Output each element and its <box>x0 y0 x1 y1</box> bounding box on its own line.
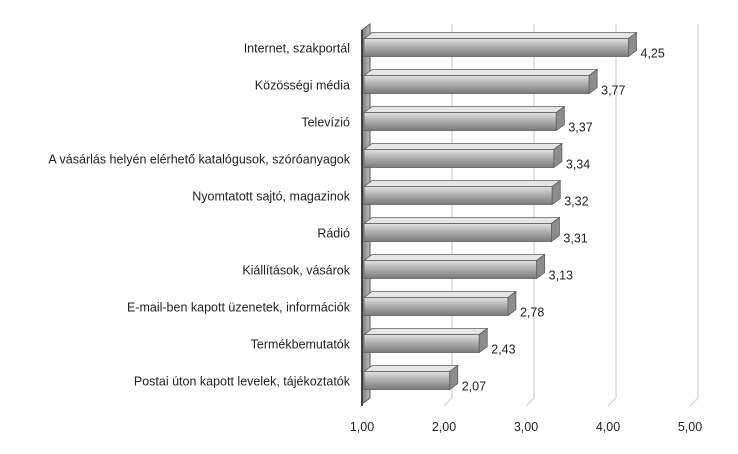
labels: Internet, szakportál 4,25 Közösségi média 3… <box>48 42 702 435</box>
data-label: 2,07 <box>462 380 486 394</box>
gridline <box>689 24 699 407</box>
bar-top-face <box>362 180 562 187</box>
bar-front-face <box>363 75 590 94</box>
bars <box>362 31 638 391</box>
bar <box>362 290 518 317</box>
bar-top-face <box>362 217 561 224</box>
bar-top-face <box>362 32 638 39</box>
category-label: A vásárlás helyén elérhető katalógusok, … <box>48 153 350 167</box>
bar <box>362 327 489 354</box>
data-label: 3,31 <box>563 232 587 246</box>
x-tick-label: 4,00 <box>596 420 620 434</box>
x-tick-label: 3,00 <box>514 420 538 434</box>
bar-front-face <box>363 223 552 242</box>
bar-front-face <box>363 297 509 316</box>
bar-front-face <box>363 260 538 279</box>
bar-top-face <box>362 365 459 372</box>
bar <box>362 68 599 95</box>
bar <box>362 105 566 132</box>
bar-top-face <box>362 254 546 261</box>
bar-top-face <box>362 291 518 298</box>
bar-end-face <box>553 142 563 169</box>
category-label: Kiállítások, vásárok <box>242 264 350 278</box>
bar-top-face <box>362 328 489 335</box>
bar <box>362 142 564 169</box>
category-label: Termékbemutatók <box>251 338 351 352</box>
data-label: 3,34 <box>566 158 590 172</box>
bar-front-face <box>363 112 557 131</box>
x-tick-label: 1,00 <box>350 420 374 434</box>
bar-end-face <box>555 105 565 132</box>
data-label: 2,78 <box>520 306 544 320</box>
category-label: Nyomtatott sajtó, magazinok <box>192 190 350 204</box>
bar-end-face <box>588 68 598 95</box>
bar <box>362 31 638 58</box>
bar-end-face <box>551 216 560 243</box>
category-label: Közösségi média <box>255 79 350 93</box>
bar-top-face <box>362 106 566 113</box>
bar-end-face <box>507 290 517 317</box>
data-label: 3,32 <box>564 195 588 209</box>
bar-top-face <box>362 69 599 76</box>
bar-end-face <box>536 253 546 280</box>
bar-end-face <box>478 327 488 354</box>
bar <box>362 179 562 206</box>
bar <box>362 216 561 243</box>
bar-end-face <box>449 364 459 391</box>
bar-front-face <box>363 38 629 57</box>
category-label: Televízió <box>301 116 350 130</box>
data-label: 3,13 <box>549 269 573 283</box>
bar <box>362 364 459 391</box>
bar-top-face <box>362 143 564 150</box>
category-label: Rádió <box>317 227 350 241</box>
data-label: 4,25 <box>641 47 665 61</box>
bar-front-face <box>363 149 555 168</box>
category-label: E-mail-ben kapott üzenetek, információk <box>127 301 351 315</box>
gridline <box>607 24 617 407</box>
bar-end-face <box>628 31 637 58</box>
data-label: 3,77 <box>601 84 625 98</box>
bar <box>362 253 546 280</box>
bar-end-face <box>551 179 561 206</box>
x-tick-label: 2,00 <box>432 420 456 434</box>
data-label: 3,37 <box>568 121 592 135</box>
category-label: Internet, szakportál <box>244 42 350 56</box>
category-label: Postai úton kapott levelek, tájékoztatók <box>134 375 351 389</box>
x-tick-label: 5,00 <box>678 420 702 434</box>
bar-front-face <box>363 186 553 205</box>
bar-front-face <box>363 371 451 390</box>
data-label: 2,43 <box>491 343 515 357</box>
bar-front-face <box>363 334 480 353</box>
